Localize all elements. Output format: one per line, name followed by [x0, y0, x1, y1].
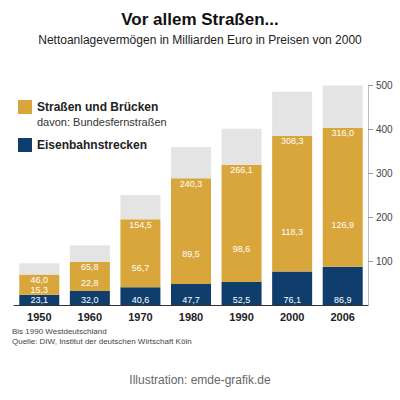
svg-text:308,3: 308,3 [281, 136, 304, 146]
svg-text:2000: 2000 [280, 311, 304, 323]
svg-text:15,3: 15,3 [31, 285, 49, 295]
svg-text:240,3: 240,3 [180, 179, 203, 189]
svg-text:400: 400 [376, 124, 393, 135]
svg-text:56,7: 56,7 [132, 263, 150, 273]
svg-text:Nettoanlagevermögen in Milliar: Nettoanlagevermögen in Milliarden Euro i… [38, 33, 362, 47]
svg-text:65,8: 65,8 [81, 262, 99, 272]
svg-text:126,9: 126,9 [331, 220, 354, 230]
svg-text:300: 300 [376, 168, 393, 179]
svg-text:2006: 2006 [330, 311, 354, 323]
svg-text:32,0: 32,0 [81, 295, 99, 305]
svg-text:154,5: 154,5 [129, 220, 152, 230]
svg-text:46,0: 46,0 [31, 275, 49, 285]
svg-text:Bis 1990 Westdeutschland: Bis 1990 Westdeutschland [12, 327, 107, 336]
svg-text:davon: Bundesfernstraßen: davon: Bundesfernstraßen [37, 116, 167, 128]
svg-text:22,8: 22,8 [81, 278, 99, 288]
svg-text:Straßen und Brücken: Straßen und Brücken [37, 100, 158, 114]
svg-text:1990: 1990 [229, 311, 253, 323]
svg-text:266,1: 266,1 [230, 165, 253, 175]
svg-text:86,9: 86,9 [334, 295, 352, 305]
svg-text:23,1: 23,1 [31, 295, 49, 305]
svg-text:1950: 1950 [27, 311, 51, 323]
svg-text:200: 200 [376, 212, 393, 223]
svg-text:47,7: 47,7 [182, 295, 200, 305]
svg-text:Eisenbahnstrecken: Eisenbahnstrecken [37, 138, 147, 152]
svg-text:1980: 1980 [179, 311, 203, 323]
svg-text:Vor allem Straßen...: Vor allem Straßen... [121, 10, 278, 29]
svg-text:40,6: 40,6 [132, 295, 150, 305]
svg-text:316,0: 316,0 [331, 128, 354, 138]
svg-text:Quelle: DIW, Institut der deut: Quelle: DIW, Institut der deutschen Wirt… [12, 337, 192, 346]
svg-text:1970: 1970 [128, 311, 152, 323]
svg-text:Illustration: emde-grafik.de: Illustration: emde-grafik.de [129, 373, 271, 387]
svg-text:1960: 1960 [78, 311, 102, 323]
svg-text:89,5: 89,5 [182, 249, 200, 259]
svg-text:118,3: 118,3 [281, 227, 303, 237]
svg-text:76,1: 76,1 [283, 295, 301, 305]
svg-text:100: 100 [376, 256, 393, 267]
svg-text:98,6: 98,6 [233, 244, 251, 254]
svg-text:500: 500 [376, 80, 393, 91]
svg-text:52,5: 52,5 [233, 295, 251, 305]
